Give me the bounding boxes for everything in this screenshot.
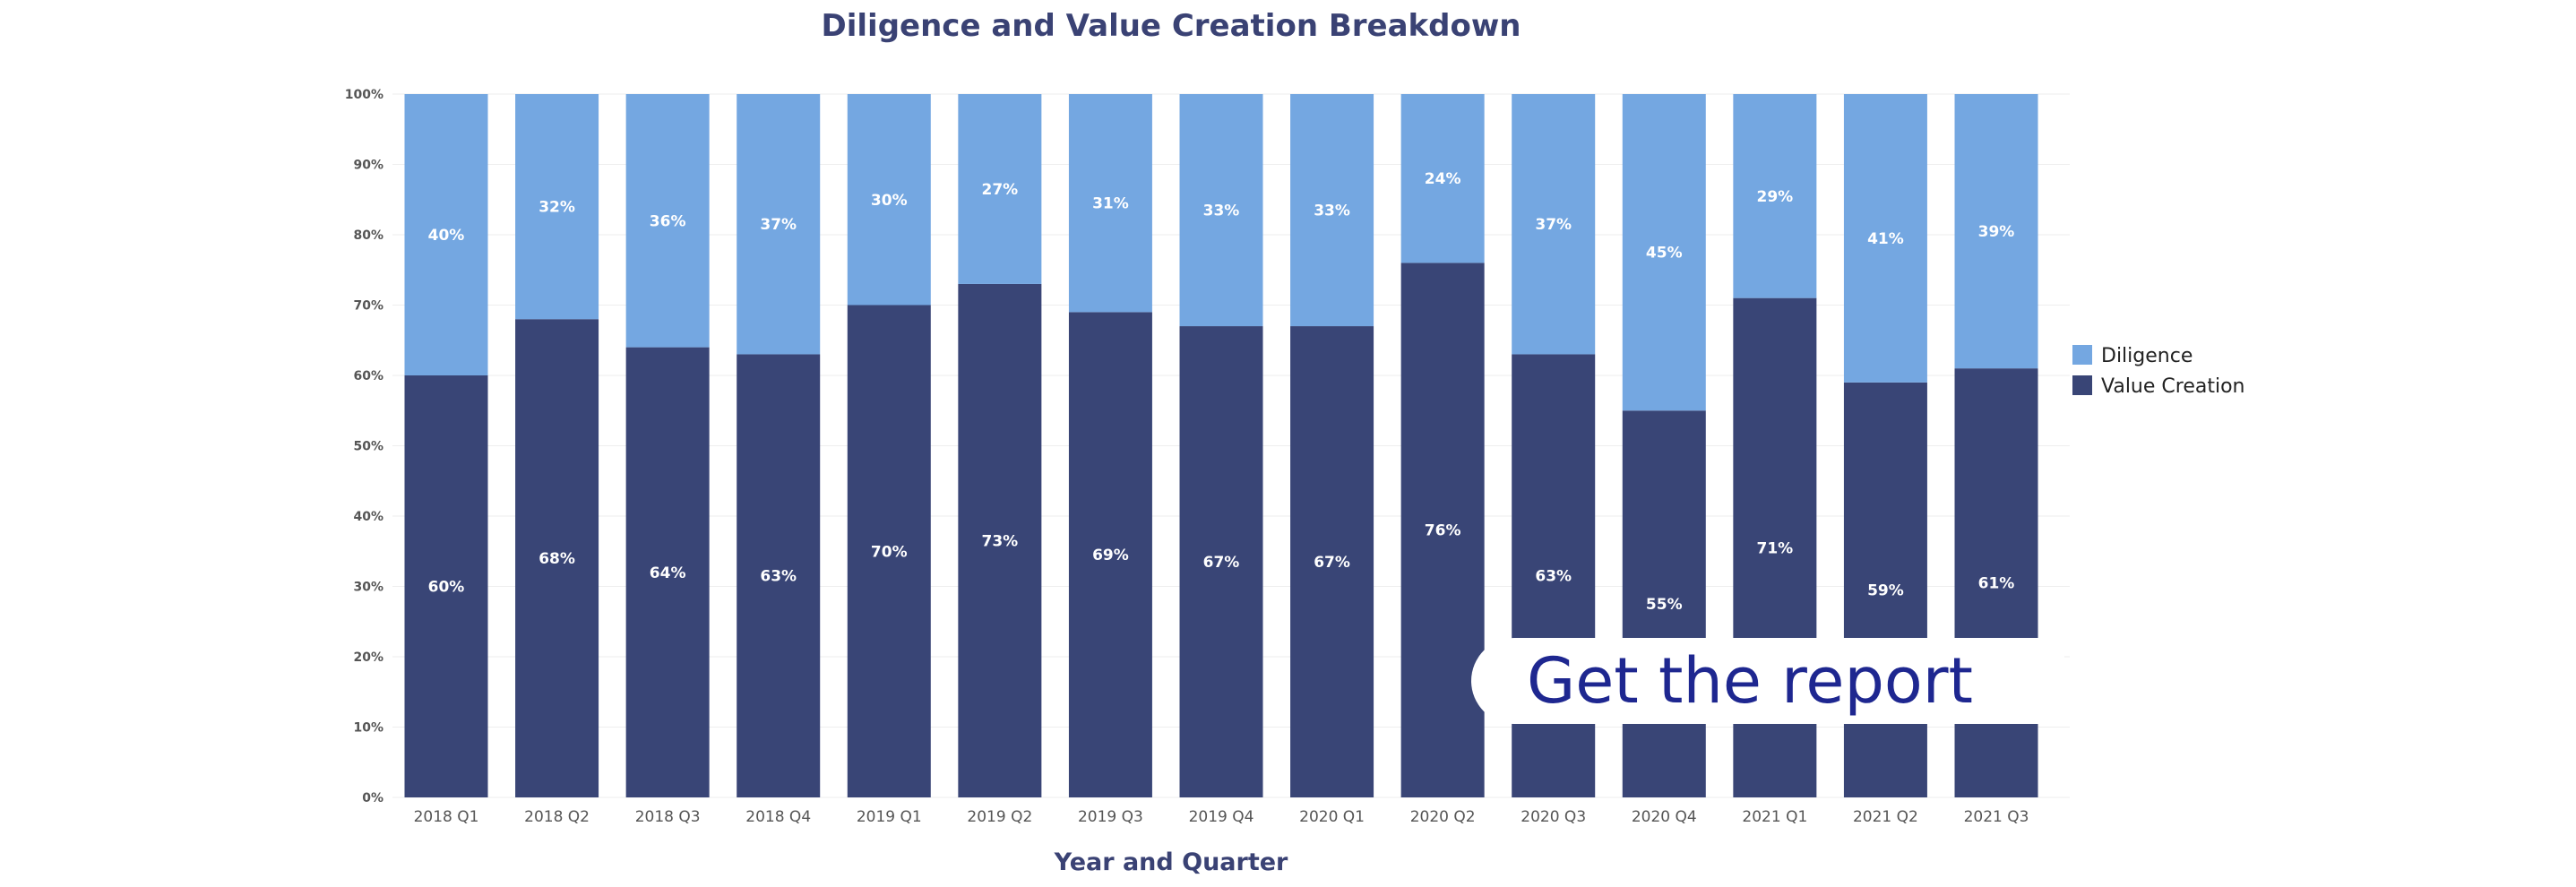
data-label: 55% [1646, 596, 1683, 614]
y-tick-label: 50% [353, 440, 383, 454]
bar-value-creation [737, 354, 821, 797]
legend-swatch [2072, 375, 2092, 395]
data-label: 32% [538, 199, 575, 217]
bar-value-creation [1843, 382, 1927, 797]
x-tick-label: 2018 Q1 [414, 808, 479, 826]
bar-diligence [1843, 94, 1927, 383]
data-label: 69% [1092, 547, 1129, 564]
x-tick-label: 2021 Q2 [1853, 808, 1918, 826]
bar-diligence [1179, 94, 1263, 327]
y-tick-label: 0% [362, 791, 383, 805]
legend: Diligence Value Creation [2072, 345, 2245, 398]
bar-diligence [625, 94, 710, 348]
data-label: 37% [760, 216, 797, 234]
get-report-button[interactable]: Get the report [1471, 638, 2064, 724]
data-label: 24% [1425, 170, 1461, 188]
y-tick-label: 60% [353, 369, 383, 383]
y-tick-label: 10% [353, 721, 383, 736]
data-label: 73% [982, 532, 1019, 550]
legend-label: Value Creation [2101, 375, 2245, 398]
bar-diligence [1290, 94, 1374, 327]
x-tick-label: 2020 Q2 [1410, 808, 1476, 826]
bar-diligence [1733, 94, 1817, 298]
legend-swatch [2072, 345, 2092, 365]
bar-value-creation [1954, 368, 2038, 797]
bar-value-creation [847, 305, 931, 797]
data-label: 61% [1978, 575, 2015, 593]
data-label: 40% [428, 227, 465, 245]
data-label: 33% [1314, 202, 1350, 220]
y-tick-label: 100% [345, 88, 383, 102]
x-tick-label: 2020 Q4 [1632, 808, 1697, 826]
data-label: 59% [1867, 581, 1904, 599]
bar-diligence [404, 94, 488, 375]
data-label: 36% [650, 212, 686, 230]
x-tick-label: 2020 Q3 [1521, 808, 1586, 826]
data-label: 27% [982, 181, 1019, 199]
x-tick-label: 2020 Q1 [1299, 808, 1365, 826]
x-tick-label: 2019 Q1 [857, 808, 922, 826]
bar-diligence [1400, 94, 1485, 263]
y-tick-label: 40% [353, 510, 383, 524]
data-label: 67% [1203, 554, 1240, 572]
x-tick-label: 2018 Q2 [524, 808, 590, 826]
y-tick-label: 20% [353, 650, 383, 665]
chart-title: Diligence and Value Creation Breakdown [822, 8, 1521, 44]
data-label: 60% [428, 579, 465, 597]
x-tick-label: 2019 Q3 [1078, 808, 1143, 826]
data-label: 33% [1203, 202, 1240, 220]
bar-diligence [958, 94, 1042, 284]
y-tick-label: 30% [353, 581, 383, 595]
get-report-label: Get the report [1527, 644, 1973, 718]
bar-value-creation [1622, 410, 1706, 797]
x-tick-label: 2021 Q1 [1742, 808, 1807, 826]
data-label: 76% [1425, 522, 1461, 540]
bar-value-creation [1068, 312, 1152, 798]
data-label: 63% [1535, 568, 1572, 586]
x-tick-label: 2018 Q3 [635, 808, 701, 826]
data-label: 64% [650, 564, 686, 582]
data-label: 63% [760, 568, 797, 586]
bar-diligence [737, 94, 821, 355]
bar-diligence [515, 94, 599, 320]
bar-value-creation [1400, 263, 1485, 797]
bar-value-creation [515, 319, 599, 797]
data-label: 37% [1535, 216, 1572, 234]
x-axis-ticks: 2018 Q1 2018 Q2 2018 Q3 2018 Q4 2019 Q1 2019 … [414, 808, 2029, 826]
y-tick-label: 70% [353, 299, 383, 314]
y-axis-ticks: 0% 10% 20% 30% 40% 50% 60% 70% 80% 90% 100% [345, 88, 383, 805]
legend-label: Diligence [2101, 345, 2193, 367]
bar-diligence [1512, 94, 1596, 355]
bar-value-creation [1179, 326, 1263, 797]
y-tick-label: 80% [353, 228, 383, 243]
data-label: 39% [1978, 223, 2015, 241]
x-axis-title: Year and Quarter [1054, 848, 1288, 876]
y-tick-label: 90% [353, 159, 383, 173]
bar-value-creation [404, 375, 488, 797]
bar-diligence [1622, 94, 1706, 411]
bars [404, 94, 2038, 798]
data-label: 70% [871, 543, 908, 561]
data-label: 68% [538, 550, 575, 568]
bar-diligence [1954, 94, 2038, 369]
bar-value-creation [958, 283, 1042, 797]
data-label: 71% [1757, 539, 1794, 557]
x-tick-label: 2018 Q4 [745, 808, 811, 826]
bar-diligence [1068, 94, 1152, 313]
data-label: 67% [1314, 554, 1350, 572]
bar-diligence [847, 94, 931, 306]
data-label: 30% [871, 192, 908, 210]
data-labels: 60% 40% 68% 32% 64% 36% 63% 37% 70% 30% 73% 27% 69% 3… [428, 170, 2015, 614]
bar-value-creation [1290, 326, 1374, 797]
data-label: 29% [1757, 188, 1794, 206]
x-tick-label: 2021 Q3 [1964, 808, 2029, 826]
data-label: 41% [1867, 230, 1904, 248]
data-label: 31% [1092, 195, 1129, 213]
bar-value-creation [625, 347, 710, 797]
x-tick-label: 2019 Q2 [967, 808, 1032, 826]
x-tick-label: 2019 Q4 [1189, 808, 1254, 826]
data-label: 45% [1646, 245, 1683, 263]
